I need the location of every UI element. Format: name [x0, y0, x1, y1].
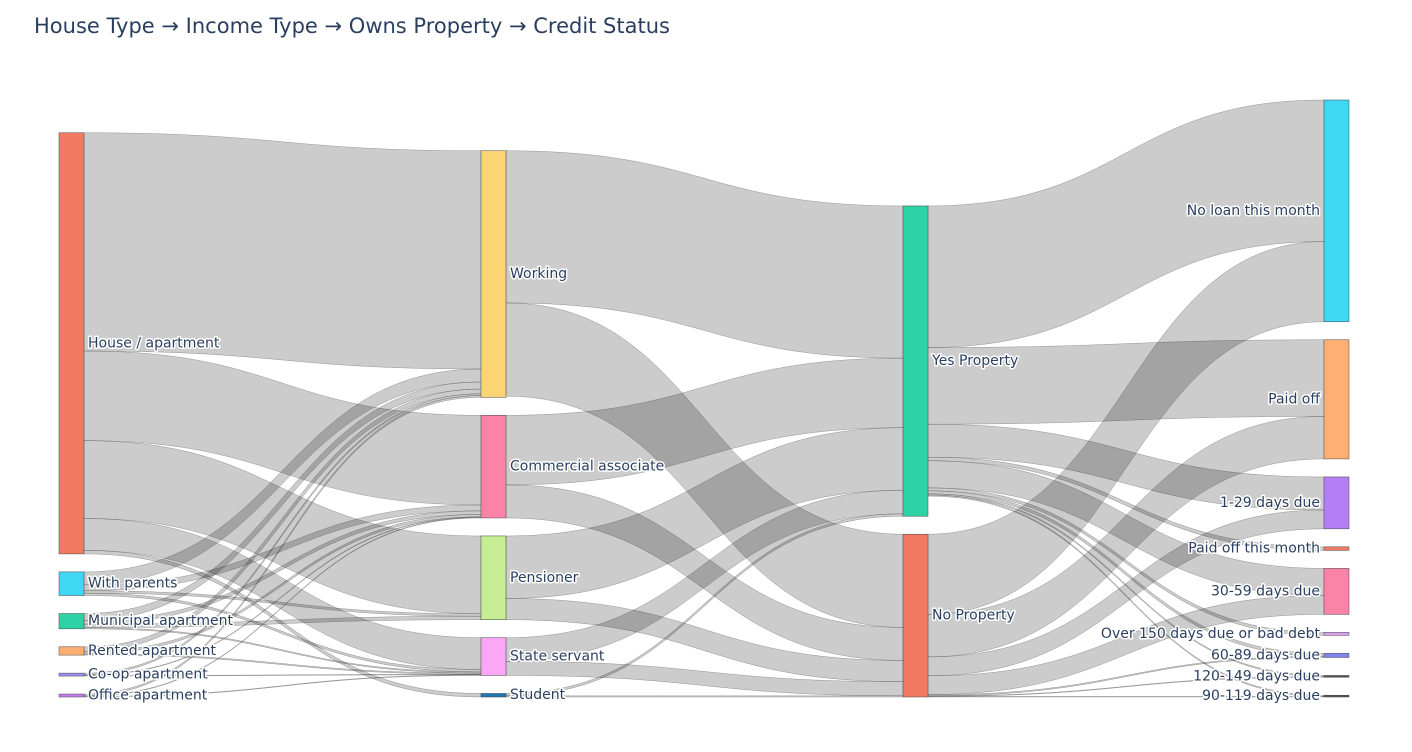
node-over150[interactable] — [1323, 632, 1350, 636]
link-student-to-no[interactable] — [505, 695, 904, 698]
node-label-no: No Property — [932, 608, 1015, 624]
link-house-to-working[interactable] — [83, 132, 482, 370]
node-label-state: State servant — [510, 649, 605, 665]
node-coop[interactable] — [58, 672, 85, 677]
node-label-pensioner: Pensioner — [510, 570, 579, 586]
node-paidoff[interactable] — [1323, 339, 1350, 460]
node-label-d30_59: 30-59 days due — [1211, 583, 1320, 599]
node-label-parents: With parents — [88, 576, 177, 592]
node-d30_59[interactable] — [1323, 568, 1350, 615]
labels-layer: House / apartment With parents Municipal a… — [87, 201, 1322, 705]
node-d120_149[interactable] — [1323, 675, 1350, 678]
node-label-house: House / apartment — [88, 335, 220, 351]
node-paidmonth[interactable] — [1323, 546, 1350, 551]
node-commercial[interactable] — [480, 415, 507, 519]
node-student[interactable] — [480, 693, 507, 698]
node-yes[interactable] — [902, 205, 929, 517]
node-state[interactable] — [480, 637, 507, 676]
node-d1_29[interactable] — [1323, 476, 1350, 530]
node-label-d120_149: 120-149 days due — [1193, 668, 1320, 684]
node-label-paidoff: Paid off — [1268, 391, 1320, 407]
chart-title: House Type → Income Type → Owns Property… — [34, 14, 670, 38]
node-label-d90_119: 90-119 days due — [1202, 688, 1320, 704]
node-label-municipal: Municipal apartment — [88, 613, 234, 629]
node-label-d60_89: 60-89 days due — [1211, 647, 1320, 663]
links-layer — [83, 99, 1325, 698]
node-label-paidmonth: Paid off this month — [1188, 541, 1320, 557]
node-label-student: Student — [510, 687, 566, 703]
node-no[interactable] — [902, 533, 929, 698]
node-parents[interactable] — [58, 571, 85, 596]
node-municipal[interactable] — [58, 613, 85, 630]
node-label-office: Office apartment — [88, 688, 208, 704]
node-label-coop: Co-op apartment — [88, 667, 208, 683]
node-working[interactable] — [480, 150, 507, 398]
node-d90_119[interactable] — [1323, 694, 1350, 698]
node-label-d1_29: 1-29 days due — [1220, 495, 1320, 511]
node-label-rented: Rented apartment — [88, 643, 216, 659]
node-label-working: Working — [510, 266, 567, 282]
node-rented[interactable] — [58, 646, 85, 656]
node-house[interactable] — [58, 132, 85, 555]
node-label-commercial: Commercial associate — [510, 459, 664, 475]
node-office[interactable] — [58, 693, 85, 698]
node-d60_89[interactable] — [1323, 653, 1350, 658]
node-noloan[interactable] — [1323, 99, 1350, 323]
node-label-over150: Over 150 days due or bad debt — [1101, 626, 1321, 642]
nodes-layer — [58, 99, 1350, 698]
node-label-noloan: No loan this month — [1187, 203, 1320, 219]
node-pensioner[interactable] — [480, 535, 507, 620]
node-label-yes: Yes Property — [931, 353, 1018, 369]
